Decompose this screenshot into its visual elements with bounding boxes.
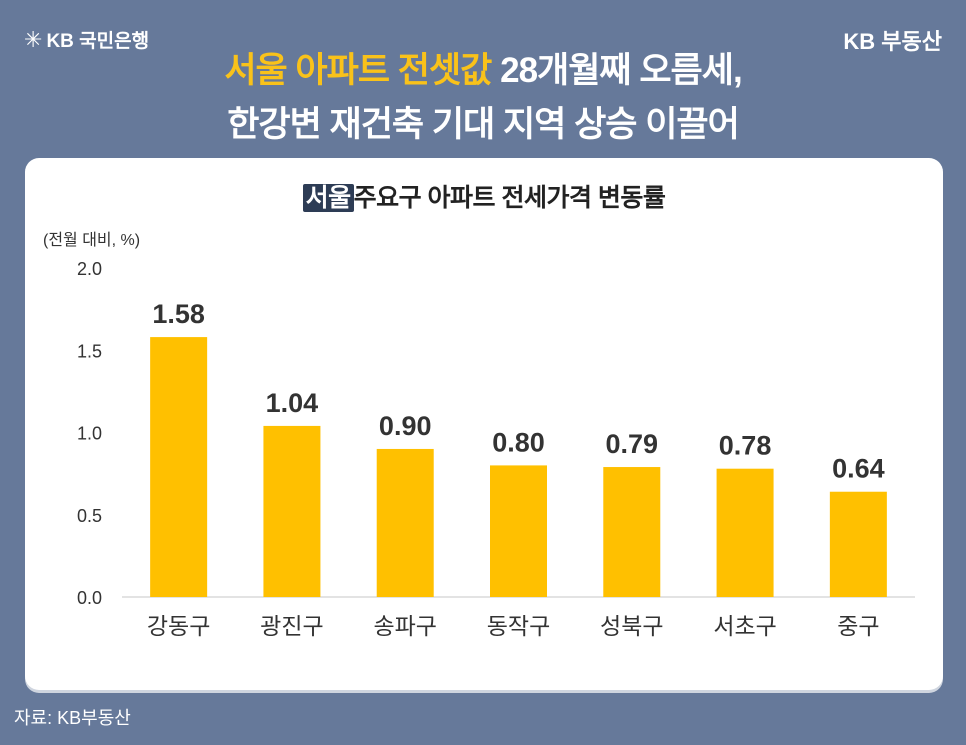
bar — [263, 425, 321, 597]
chart-title-text: 주요구 아파트 전세가격 변동률 — [353, 184, 666, 212]
y-tick-label: 2.0 — [77, 259, 102, 279]
y-tick-label: 1.0 — [77, 424, 102, 444]
bank-name: KB 국민은행 — [46, 31, 150, 52]
bar — [829, 491, 887, 597]
bar — [716, 468, 774, 597]
value-label: 0.79 — [606, 429, 659, 459]
bar — [603, 467, 661, 597]
headline-line2: 한강변 재건축 기대 지역 상승 이끌어 — [227, 105, 740, 144]
chart-title: 서울 주요구 아파트 전세가격 변동률 — [25, 178, 943, 214]
y-tick-label: 1.5 — [77, 341, 102, 361]
bar — [150, 337, 208, 597]
source-note: 자료: KB부동산 — [14, 708, 131, 728]
y-tick-label: 0.0 — [77, 588, 102, 608]
kb-bank-logo: ✳ KB 국민은행 — [24, 26, 149, 53]
x-tick-label: 중구 — [837, 614, 879, 640]
headline: 서울 아파트 전셋값 28개월째 오름세, 한강변 재건축 기대 지역 상승 이… — [0, 44, 966, 152]
value-label: 1.04 — [266, 388, 319, 418]
value-label: 0.80 — [492, 427, 545, 457]
headline-line1: 28개월째 오름세, — [491, 51, 743, 90]
value-label: 0.90 — [379, 411, 432, 441]
y-axis-unit: (전월 대비, %) — [43, 232, 141, 249]
value-label: 1.58 — [152, 299, 205, 329]
value-label: 0.64 — [832, 454, 885, 484]
bar — [376, 448, 434, 597]
kb-star-icon: ✳ — [24, 26, 43, 52]
bar — [490, 465, 547, 597]
x-tick-label: 강동구 — [147, 614, 210, 640]
x-tick-label: 광진구 — [260, 614, 323, 640]
x-tick-label: 동작구 — [487, 614, 550, 640]
value-label: 0.78 — [719, 431, 772, 461]
y-tick-label: 0.5 — [77, 506, 102, 526]
kb-real-estate-logo: KB 부동산 — [843, 29, 942, 54]
chart-title-highlight: 서울 — [302, 184, 354, 212]
headline-highlight: 서울 아파트 전셋값 — [224, 51, 492, 90]
x-tick-label: 송파구 — [373, 614, 436, 640]
x-tick-label: 서초구 — [713, 614, 776, 640]
x-tick-label: 성북구 — [600, 614, 663, 640]
